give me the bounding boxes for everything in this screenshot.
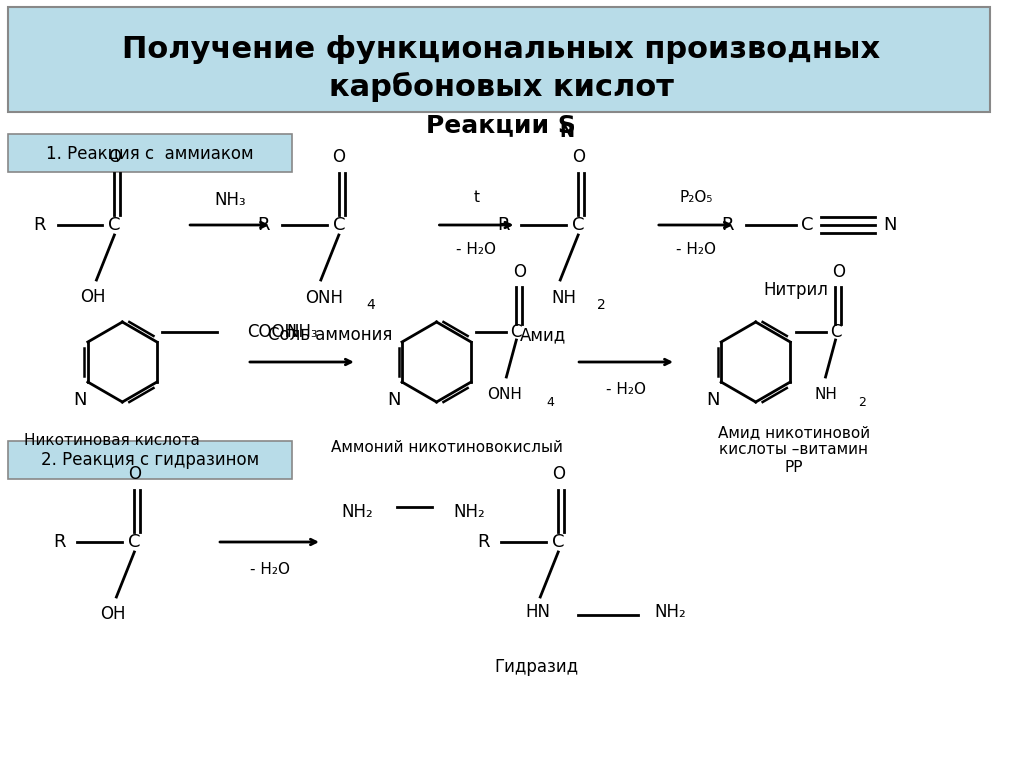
- Text: - H₂O: - H₂O: [676, 242, 716, 258]
- Text: O: O: [333, 148, 345, 166]
- Text: 1. Реакция с  аммиаком: 1. Реакция с аммиаком: [46, 144, 254, 162]
- Text: NH₃: NH₃: [214, 191, 246, 209]
- Text: Аммоний никотиновокислый: Аммоний никотиновокислый: [331, 439, 562, 455]
- Text: O: O: [128, 465, 141, 483]
- Text: C: C: [511, 323, 522, 341]
- Text: t: t: [473, 189, 479, 205]
- Text: C: C: [802, 216, 814, 234]
- Bar: [7, 441, 292, 479]
- Text: O: O: [552, 465, 564, 483]
- Text: 4: 4: [547, 396, 554, 409]
- Text: Соль аммония: Соль аммония: [267, 326, 392, 344]
- Text: - H₂O: - H₂O: [606, 381, 646, 397]
- Text: Гидразид: Гидразид: [495, 658, 579, 676]
- Text: ONH: ONH: [305, 289, 343, 307]
- Text: C: C: [109, 216, 121, 234]
- Text: OH: OH: [80, 288, 105, 306]
- Text: 2. Реакция с гидразином: 2. Реакция с гидразином: [41, 451, 259, 469]
- Bar: [7, 7, 990, 112]
- Text: 2: 2: [597, 298, 605, 312]
- Text: N: N: [387, 391, 400, 409]
- Text: C: C: [128, 533, 140, 551]
- Text: OH: OH: [99, 605, 125, 623]
- Text: - H₂O: - H₂O: [457, 242, 497, 258]
- Text: 2: 2: [858, 396, 866, 409]
- Text: R: R: [34, 216, 46, 234]
- Text: Амид: Амид: [520, 326, 566, 344]
- Text: O: O: [571, 148, 585, 166]
- Text: R: R: [722, 216, 734, 234]
- Text: N: N: [884, 216, 897, 234]
- Text: - H₂O: - H₂O: [250, 562, 290, 578]
- Text: HN: HN: [525, 603, 551, 621]
- Text: C: C: [572, 216, 585, 234]
- Text: N: N: [707, 391, 720, 409]
- Text: NH₃: NH₃: [286, 323, 317, 341]
- Text: N: N: [559, 123, 574, 141]
- Text: Получение функциональных производных: Получение функциональных производных: [122, 35, 881, 64]
- Text: C: C: [333, 216, 345, 234]
- Text: Реакции S: Реакции S: [426, 113, 577, 137]
- Text: R: R: [258, 216, 270, 234]
- Text: Амид никотиновой
кислоты –витамин
РР: Амид никотиновой кислоты –витамин РР: [718, 425, 869, 475]
- Text: NH: NH: [814, 387, 837, 401]
- Text: Нитрил: Нитрил: [763, 281, 828, 299]
- Text: C: C: [829, 323, 842, 341]
- Text: R: R: [53, 533, 66, 551]
- Text: Никотиновая кислота: Никотиновая кислота: [25, 433, 201, 447]
- Text: карбоновых кислот: карбоновых кислот: [329, 72, 674, 102]
- Text: NH₂: NH₂: [341, 503, 373, 521]
- Text: 4: 4: [367, 298, 375, 312]
- Text: R: R: [497, 216, 510, 234]
- Text: N: N: [73, 391, 87, 409]
- Text: C: C: [552, 533, 564, 551]
- Text: P₂O₅: P₂O₅: [679, 189, 713, 205]
- Text: NH₂: NH₂: [654, 603, 686, 621]
- Text: NH: NH: [552, 289, 577, 307]
- Text: R: R: [477, 533, 489, 551]
- Text: O: O: [831, 263, 845, 281]
- Bar: [7, 134, 292, 172]
- Text: O: O: [108, 148, 121, 166]
- Text: NH₂: NH₂: [454, 503, 485, 521]
- Text: COOH: COOH: [247, 323, 297, 341]
- Text: ONH: ONH: [487, 387, 522, 401]
- Text: O: O: [513, 263, 526, 281]
